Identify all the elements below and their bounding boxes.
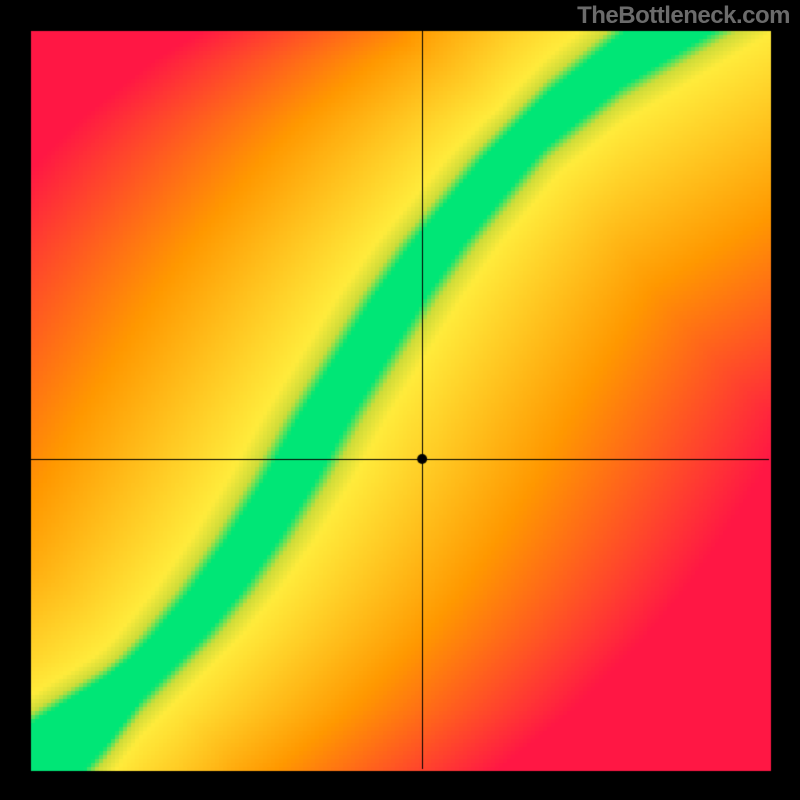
chart-container: TheBottleneck.com (0, 0, 800, 800)
bottleneck-heatmap-canvas (0, 0, 800, 800)
watermark-text: TheBottleneck.com (577, 2, 790, 30)
